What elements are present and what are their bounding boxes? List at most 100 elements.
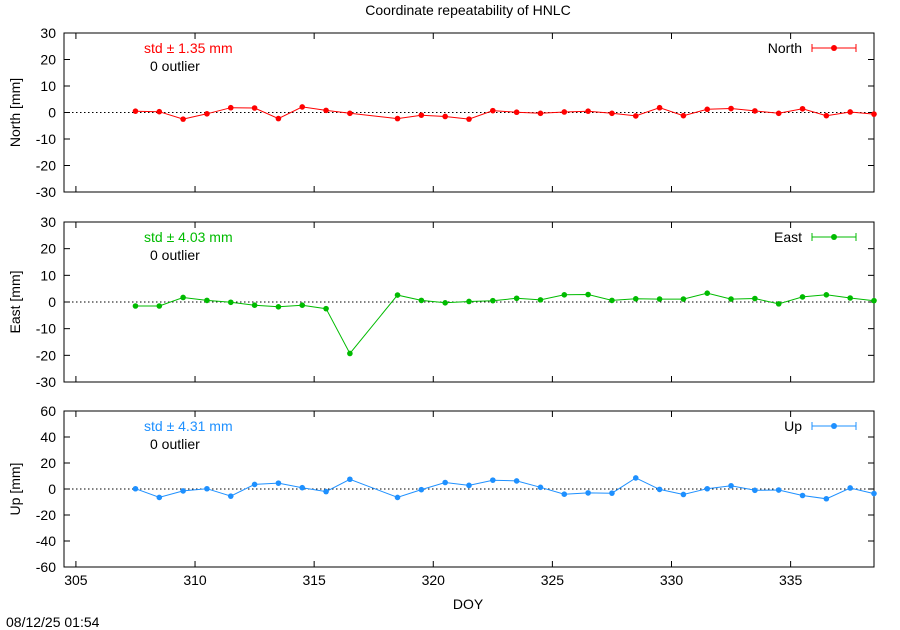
series-line-up <box>135 477 875 500</box>
legend-label: North <box>768 40 802 56</box>
chart-title: Coordinate repeatability of HNLC <box>365 2 570 18</box>
y-tick-label: 0 <box>48 294 56 310</box>
outlier-annotation: 0 outlier <box>150 58 200 74</box>
data-point-east <box>251 302 258 309</box>
data-point-east <box>775 301 782 307</box>
data-point-up <box>394 494 401 501</box>
data-point-up <box>513 478 520 484</box>
y-tick-label: 20 <box>40 241 56 257</box>
y-tick-label: 10 <box>40 78 56 94</box>
x-tick-label: 325 <box>541 572 565 588</box>
data-point-up <box>585 490 591 496</box>
data-point-north <box>394 115 401 122</box>
data-point-up <box>656 486 663 493</box>
y-tick-label: -20 <box>36 158 56 174</box>
data-point-north <box>466 116 472 122</box>
data-point-east <box>513 295 520 302</box>
data-point-north <box>347 110 353 117</box>
legend-label: East <box>774 229 802 245</box>
data-point-up <box>632 475 639 481</box>
data-point-north <box>418 112 425 118</box>
data-point-up <box>609 490 615 496</box>
y-tick-label: 30 <box>40 25 56 41</box>
data-point-up <box>799 492 806 499</box>
data-point-east <box>871 297 877 304</box>
data-point-north <box>132 108 139 114</box>
y-tick-label: 40 <box>40 429 56 445</box>
data-point-north <box>561 109 568 115</box>
data-point-north <box>513 109 520 116</box>
legend-marker <box>831 45 837 51</box>
data-point-north <box>537 110 544 117</box>
data-point-up <box>227 493 234 499</box>
data-point-up <box>323 488 329 495</box>
legend-marker <box>831 234 837 240</box>
data-point-up <box>561 491 568 498</box>
data-point-up <box>871 490 877 497</box>
data-point-up <box>347 476 353 483</box>
y-tick-label: -30 <box>36 184 56 200</box>
y-tick-label: 20 <box>40 455 56 471</box>
data-point-east <box>394 292 401 298</box>
data-point-east <box>680 296 687 302</box>
data-point-east <box>418 297 425 304</box>
data-point-north <box>204 111 210 117</box>
data-point-east <box>585 291 591 298</box>
data-point-north <box>275 115 282 122</box>
y-tick-label: 20 <box>40 52 56 68</box>
y-tick-label: -10 <box>36 321 56 337</box>
data-point-east <box>275 304 282 310</box>
data-point-north <box>251 105 258 111</box>
x-tick-label: 320 <box>422 572 446 588</box>
data-point-north <box>442 113 448 120</box>
data-point-east <box>204 297 210 304</box>
data-point-north <box>632 113 639 119</box>
y-tick-label: -40 <box>36 533 56 549</box>
data-point-east <box>632 296 639 302</box>
data-point-north <box>752 108 758 114</box>
data-point-north <box>728 105 734 112</box>
legend-label: Up <box>784 418 802 434</box>
data-point-east <box>180 294 186 301</box>
y-tick-label: 0 <box>48 481 56 497</box>
data-point-north <box>656 104 663 111</box>
data-point-east <box>442 300 448 306</box>
data-point-east <box>823 292 830 298</box>
panel-north: 30 20 10 0 -10 -20 -30 North [mm] std ± 1.35 mm 0… <box>7 25 877 200</box>
data-point-up <box>251 481 258 488</box>
y-tick-label: 30 <box>40 214 56 230</box>
y-tick-label: -30 <box>36 374 56 390</box>
data-point-up <box>418 486 425 493</box>
data-point-up <box>442 479 448 486</box>
data-point-east <box>490 297 496 304</box>
data-point-east <box>656 296 663 302</box>
data-point-up <box>490 477 496 483</box>
data-point-up <box>180 488 186 494</box>
data-point-east <box>156 303 163 309</box>
x-tick-label: 315 <box>302 572 326 588</box>
data-point-north <box>704 106 711 113</box>
data-point-east <box>704 290 711 297</box>
outlier-annotation: 0 outlier <box>150 247 200 263</box>
std-annotation: std ± 4.31 mm <box>144 418 233 434</box>
data-point-up <box>775 487 782 493</box>
data-point-up <box>537 484 544 491</box>
y-tick-label: 10 <box>40 267 56 283</box>
data-point-up <box>680 491 687 498</box>
data-point-up <box>156 494 163 501</box>
data-point-east <box>537 297 544 303</box>
data-point-up <box>275 480 282 486</box>
data-point-north <box>823 112 830 119</box>
data-point-up <box>823 495 830 502</box>
data-point-north <box>847 109 853 115</box>
panels-group: 30 20 10 0 -10 -20 -30 North [mm] std ± 1.35 mm 0… <box>7 25 877 588</box>
data-point-up <box>728 482 734 489</box>
data-point-east <box>227 299 234 306</box>
y-tick-label: 60 <box>40 403 56 419</box>
x-tick-label: 335 <box>779 572 803 588</box>
data-point-east <box>299 302 306 309</box>
data-point-east <box>347 350 353 357</box>
timestamp-label: 08/12/25 01:54 <box>6 614 100 630</box>
panel-up: 60 40 20 0 -20 -40 -60 305 310 315 320 325 330 335 Up … <box>7 403 877 588</box>
